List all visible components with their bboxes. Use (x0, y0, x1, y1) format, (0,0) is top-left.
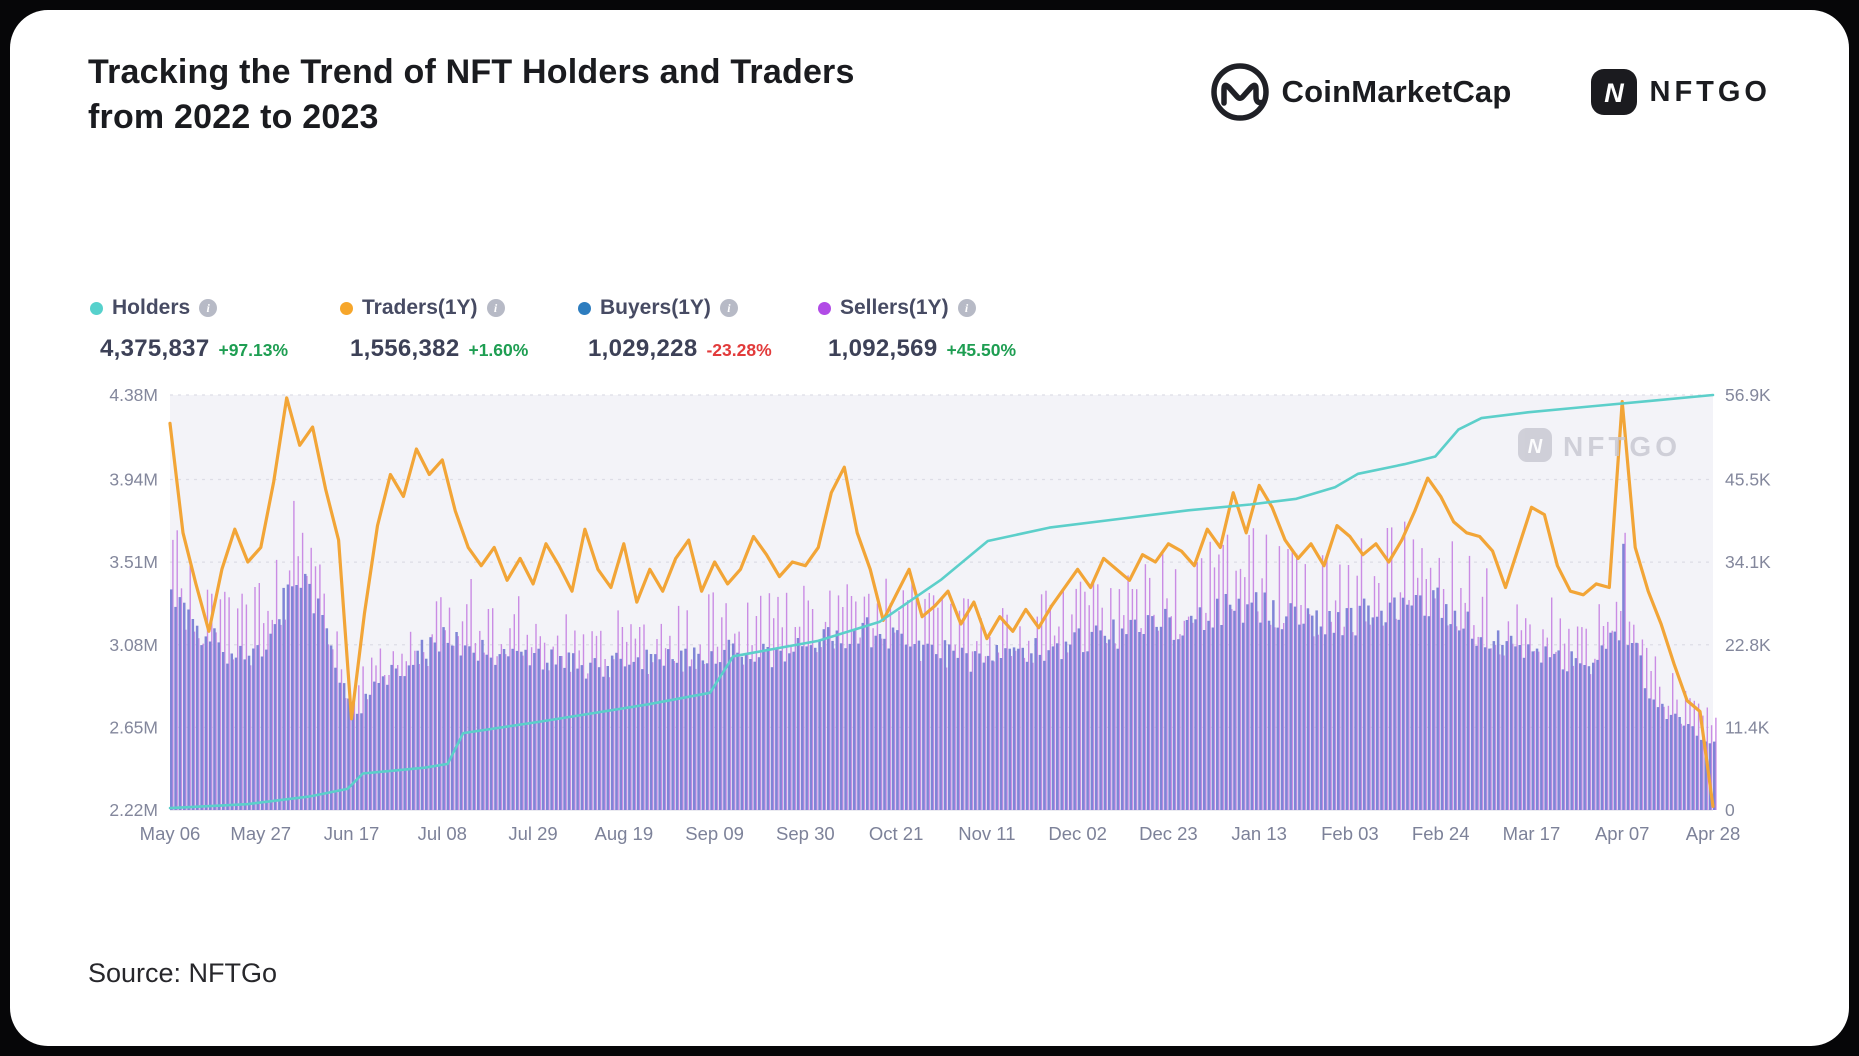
svg-text:Aug 19: Aug 19 (595, 823, 654, 844)
buyers-value: 1,029,228 (588, 335, 698, 362)
svg-text:34.1K: 34.1K (1725, 552, 1771, 572)
legend-label: Traders(1Y) (362, 296, 478, 319)
legend-item-traders[interactable]: Traders(1Y) i 1,556,382 +1.60% (340, 293, 528, 363)
chart-legend: Holders i 4,375,837 +97.13% Traders(1Y) … (10, 293, 1849, 383)
svg-text:Jan 13: Jan 13 (1231, 823, 1287, 844)
svg-text:N: N (1604, 78, 1624, 108)
svg-text:May 27: May 27 (230, 823, 291, 844)
infographic-card: Tracking the Trend of NFT Holders and Tr… (10, 10, 1849, 1046)
info-icon[interactable]: i (199, 299, 218, 317)
svg-text:Sep 30: Sep 30 (776, 823, 835, 844)
traders-dot-icon (340, 301, 353, 315)
legend-item-sellers[interactable]: Sellers(1Y) i 1,092,569 +45.50% (818, 293, 1016, 363)
buyers-change: -23.28% (706, 340, 772, 360)
holders-value: 4,375,837 (100, 335, 210, 362)
coinmarketcap-wordmark: CoinMarketCap (1281, 74, 1512, 109)
sellers-dot-icon (818, 301, 831, 315)
holders-change: +97.13% (218, 340, 289, 360)
legend-item-holders[interactable]: Holders i 4,375,837 +97.13% (90, 293, 288, 363)
info-icon[interactable]: i (719, 299, 738, 317)
svg-text:Sep 09: Sep 09 (685, 823, 744, 844)
nftgo-logo: N NFTGO (1590, 68, 1772, 116)
traders-change: +1.60% (468, 340, 529, 360)
svg-text:Jun 17: Jun 17 (324, 823, 380, 844)
page-title: Tracking the Trend of NFT Holders and Tr… (88, 50, 855, 140)
nftgo-wordmark: NFTGO (1649, 75, 1771, 108)
svg-text:56.9K: 56.9K (1725, 385, 1771, 405)
legend-label: Sellers(1Y) (840, 296, 949, 319)
nftgo-watermark: N NFTGO (1518, 428, 1681, 462)
svg-text:Mar 17: Mar 17 (1503, 823, 1561, 844)
grid-and-axis-labels: 4.38M 56.9K 3.94M 45.5K 3.51M 34.1K 3.08M 22.8K… (109, 385, 1771, 844)
svg-text:3.94M: 3.94M (109, 470, 158, 490)
svg-text:3.51M: 3.51M (109, 552, 158, 572)
svg-text:May 06: May 06 (140, 823, 201, 844)
svg-text:4.38M: 4.38M (109, 385, 158, 405)
svg-text:Jul 08: Jul 08 (418, 823, 467, 844)
svg-text:Oct 21: Oct 21 (869, 823, 924, 844)
svg-text:N: N (1528, 436, 1543, 458)
legend-item-buyers[interactable]: Buyers(1Y) i 1,029,228 -23.28% (578, 293, 772, 363)
nftgo-icon: N (1590, 69, 1637, 115)
buyers-sellers-bars (170, 500, 1717, 810)
legend-label: Buyers(1Y) (600, 296, 711, 319)
info-icon[interactable]: i (957, 299, 976, 317)
sellers-value: 1,092,569 (828, 335, 938, 362)
source-note: Source: NFTGo (88, 958, 278, 988)
svg-text:2.65M: 2.65M (109, 717, 158, 737)
svg-text:Feb 24: Feb 24 (1412, 823, 1470, 844)
svg-text:Apr 28: Apr 28 (1686, 823, 1741, 844)
svg-text:Dec 02: Dec 02 (1048, 823, 1107, 844)
title-line-1: Tracking the Trend of NFT Holders and Tr… (88, 53, 855, 91)
svg-text:Dec 23: Dec 23 (1139, 823, 1198, 844)
svg-text:22.8K: 22.8K (1725, 635, 1771, 655)
brand-logos: CoinMarketCap N NFTGO (1210, 62, 1771, 122)
title-line-2: from 2022 to 2023 (88, 98, 379, 137)
holders-dot-icon (90, 301, 103, 315)
svg-text:Feb 03: Feb 03 (1321, 823, 1379, 844)
buyers-dot-icon (578, 301, 591, 315)
coinmarketcap-icon (1210, 63, 1269, 121)
svg-text:0: 0 (1725, 800, 1735, 820)
sellers-change: +45.50% (946, 340, 1017, 360)
info-icon[interactable]: i (486, 299, 505, 317)
svg-text:Jul 29: Jul 29 (508, 823, 557, 844)
coinmarketcap-logo: CoinMarketCap (1210, 62, 1512, 122)
svg-text:Apr 07: Apr 07 (1595, 823, 1650, 844)
holders-line (168, 393, 1715, 810)
legend-label: Holders (112, 296, 191, 319)
svg-text:45.5K: 45.5K (1725, 470, 1771, 490)
chart-canvas: 4.38M 56.9K 3.94M 45.5K 3.51M 34.1K 3.08M 22.8K… (109, 385, 1771, 844)
svg-text:Nov 11: Nov 11 (958, 823, 1015, 844)
traders-line (168, 396, 1715, 809)
svg-text:2.22M: 2.22M (109, 800, 158, 820)
svg-text:3.08M: 3.08M (109, 635, 158, 655)
svg-text:NFTGO: NFTGO (1563, 431, 1681, 462)
traders-value: 1,556,382 (350, 335, 460, 362)
svg-text:11.4K: 11.4K (1725, 717, 1770, 737)
